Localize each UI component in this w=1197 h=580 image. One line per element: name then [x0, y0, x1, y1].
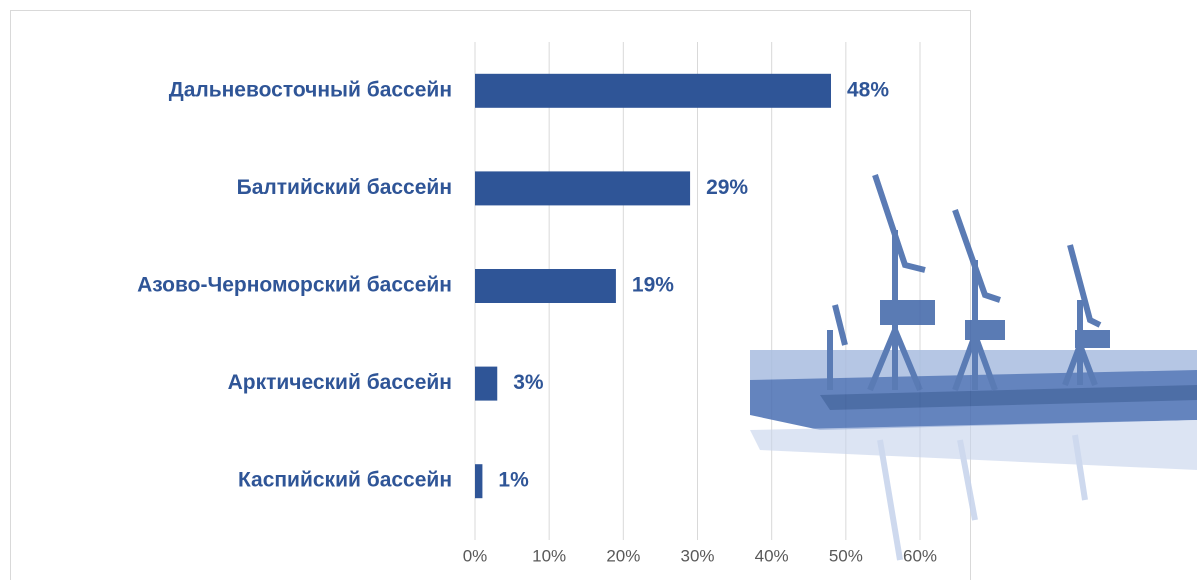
- bar: [475, 464, 482, 498]
- bar: [475, 171, 690, 205]
- chart: 0% 10% 20% 30% 40% 50% 60% Дальневосточный басс…: [0, 0, 1197, 580]
- x-tick-label: 50%: [829, 546, 863, 565]
- bar: [475, 269, 616, 303]
- x-tick-label: 60%: [903, 546, 937, 565]
- bar: [475, 367, 497, 401]
- x-tick-label: 40%: [755, 546, 789, 565]
- crane-cab: [965, 320, 1005, 340]
- x-tick-label: 20%: [606, 546, 640, 565]
- category-label: Дальневосточный бассейн: [169, 78, 452, 101]
- category-label: Арктический бассейн: [228, 371, 452, 394]
- value-label: 29%: [706, 176, 748, 199]
- x-tick-label: 30%: [680, 546, 714, 565]
- value-label: 3%: [513, 371, 544, 394]
- category-label: Каспийский бассейн: [238, 469, 452, 492]
- crane-cab: [1075, 330, 1110, 348]
- category-label: Азово-Черноморский бассейн: [137, 274, 452, 297]
- crane-cab: [880, 300, 935, 325]
- value-label: 1%: [498, 469, 529, 492]
- bar: [475, 74, 831, 108]
- x-tick-label: 10%: [532, 546, 566, 565]
- value-label: 48%: [847, 78, 889, 101]
- value-label: 19%: [632, 274, 674, 297]
- category-label: Балтийский бассейн: [237, 176, 452, 199]
- x-tick-label: 0%: [463, 546, 488, 565]
